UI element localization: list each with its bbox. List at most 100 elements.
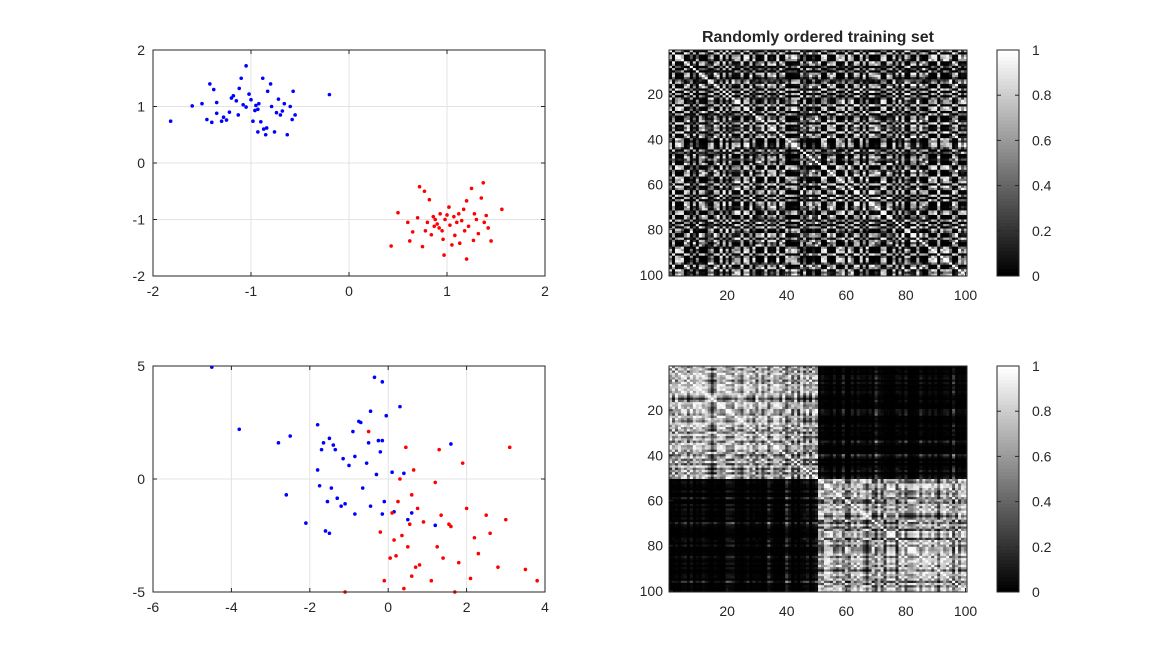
heatmap-cell	[961, 127, 964, 130]
heatmap-cell	[904, 73, 907, 76]
heatmap-cell	[773, 57, 776, 60]
heatmap-cell	[758, 95, 761, 98]
data-point	[261, 76, 265, 80]
heatmap-cell	[749, 68, 752, 71]
heatmap-cell	[863, 136, 866, 139]
data-point	[411, 230, 415, 234]
heatmap-cell	[919, 143, 922, 146]
heatmap-cell	[797, 102, 800, 105]
heatmap-cell	[857, 104, 860, 107]
heatmap-cell	[913, 73, 916, 76]
heatmap-cell	[696, 156, 699, 159]
data-point	[169, 119, 173, 123]
heatmap-cell	[878, 88, 881, 91]
heatmap-cell	[770, 145, 773, 148]
heatmap-cell	[824, 95, 827, 98]
heatmap-cell	[851, 140, 854, 143]
heatmap-cell	[842, 64, 845, 67]
heatmap-cell	[827, 107, 830, 110]
heatmap-cell	[675, 61, 678, 64]
heatmap-cell	[955, 143, 958, 146]
heatmap-cell	[693, 88, 696, 91]
heatmap-cell	[901, 97, 904, 100]
heatmap-cell	[946, 138, 949, 141]
heatmap-cell	[931, 82, 934, 85]
heatmap-cell	[752, 140, 755, 143]
heatmap-cell	[836, 134, 839, 137]
heatmap-cell	[723, 125, 726, 128]
heatmap-cell	[881, 152, 884, 155]
heatmap-cell	[872, 91, 875, 94]
heatmap-cell	[821, 156, 824, 159]
heatmap-cell	[884, 129, 887, 132]
heatmap-cell	[937, 136, 940, 139]
heatmap-cell	[684, 154, 687, 157]
heatmap-cell	[714, 68, 717, 71]
heatmap-cell	[720, 129, 723, 132]
data-point	[256, 130, 260, 134]
heatmap-cell	[866, 77, 869, 80]
heatmap-cell	[949, 140, 952, 143]
heatmap-cell	[958, 52, 961, 55]
heatmap-cell	[940, 154, 943, 157]
heatmap-cell	[869, 134, 872, 137]
heatmap-cell	[890, 88, 893, 91]
heatmap-cell	[872, 134, 875, 137]
heatmap-cell	[910, 143, 913, 146]
heatmap-cell	[744, 91, 747, 94]
heatmap-cell	[842, 143, 845, 146]
heatmap-cell	[949, 52, 952, 55]
heatmap-cell	[744, 57, 747, 60]
heatmap-cell	[857, 129, 860, 132]
heatmap-cell	[699, 64, 702, 67]
heatmap-cell	[961, 116, 964, 119]
heatmap-cell	[779, 116, 782, 119]
heatmap-cell	[758, 113, 761, 116]
heatmap-cell	[895, 143, 898, 146]
heatmap-cell	[738, 66, 741, 69]
heatmap-cell	[884, 140, 887, 143]
heatmap-cell	[744, 59, 747, 62]
heatmap-cell	[872, 68, 875, 71]
heatmap-cell	[708, 140, 711, 143]
heatmap-cell	[940, 109, 943, 112]
heatmap-cell	[931, 75, 934, 78]
heatmap-cell	[681, 91, 684, 94]
heatmap-cell	[761, 152, 764, 155]
heatmap-cell	[872, 127, 875, 130]
heatmap-cell	[851, 97, 854, 100]
heatmap-cell	[767, 70, 770, 73]
heatmap-cell	[684, 100, 687, 103]
heatmap-cell	[714, 59, 717, 62]
heatmap-cell	[708, 91, 711, 94]
heatmap-cell	[746, 129, 749, 132]
heatmap-cell	[898, 100, 901, 103]
heatmap-cell	[779, 68, 782, 71]
heatmap-cell	[690, 61, 693, 64]
heatmap-cell	[675, 140, 678, 143]
heatmap-cell	[791, 102, 794, 105]
heatmap-cell	[952, 88, 955, 91]
heatmap-cell	[907, 111, 910, 114]
heatmap-cell	[922, 68, 925, 71]
heatmap-cell	[824, 145, 827, 148]
heatmap-cell	[824, 75, 827, 78]
heatmap-cell	[744, 88, 747, 91]
heatmap-cell	[848, 107, 851, 110]
heatmap-cell	[732, 95, 735, 98]
heatmap-cell	[782, 131, 785, 134]
heatmap-cell	[684, 116, 687, 119]
heatmap-cell	[934, 73, 937, 76]
heatmap-cell	[851, 84, 854, 87]
heatmap-cell	[684, 129, 687, 132]
heatmap-cell	[827, 73, 830, 76]
heatmap-cell	[904, 95, 907, 98]
heatmap-cell	[758, 116, 761, 119]
heatmap-cell	[744, 84, 747, 87]
heatmap-cell	[818, 109, 821, 112]
heatmap-cell	[881, 143, 884, 146]
heatmap-cell	[940, 104, 943, 107]
heatmap-cell	[696, 158, 699, 161]
heatmap-cell	[839, 111, 842, 114]
heatmap-cell	[785, 55, 788, 58]
